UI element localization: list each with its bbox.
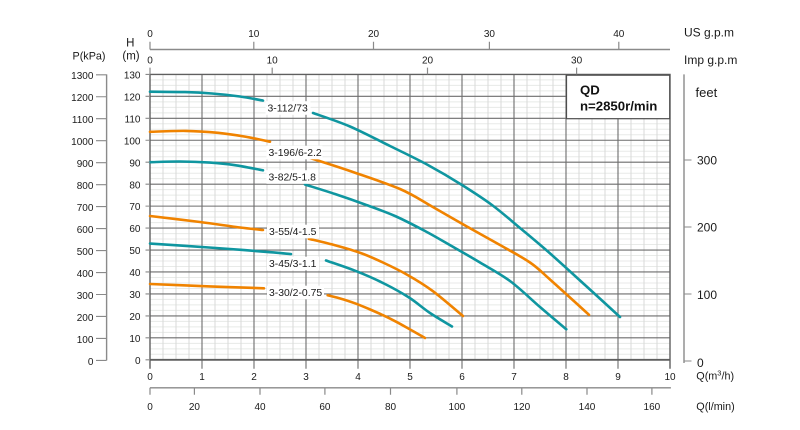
svg-text:10: 10 (267, 56, 279, 67)
svg-text:(m): (m) (122, 50, 139, 62)
svg-text:Q(l/min): Q(l/min) (696, 401, 734, 413)
svg-text:1100: 1100 (72, 115, 94, 126)
svg-text:P(kPa): P(kPa) (73, 50, 106, 62)
svg-text:QD: QD (580, 83, 600, 98)
svg-text:20: 20 (368, 29, 380, 40)
svg-text:3-55/4-1.5: 3-55/4-1.5 (269, 227, 317, 238)
svg-text:130: 130 (124, 71, 141, 82)
svg-text:0: 0 (135, 356, 141, 367)
svg-text:300: 300 (697, 154, 717, 168)
svg-text:4: 4 (355, 372, 361, 383)
svg-text:8: 8 (563, 372, 569, 383)
svg-text:9: 9 (615, 372, 621, 383)
svg-text:60: 60 (319, 402, 331, 413)
svg-text:70: 70 (129, 202, 141, 213)
svg-text:Q(m3/h): Q(m3/h) (696, 369, 734, 383)
svg-text:20: 20 (422, 56, 434, 67)
svg-text:2: 2 (251, 372, 257, 383)
svg-text:10: 10 (664, 372, 676, 383)
svg-text:3-45/3-1.1: 3-45/3-1.1 (269, 259, 317, 270)
svg-text:80: 80 (385, 402, 397, 413)
svg-text:200: 200 (697, 220, 717, 234)
svg-text:0: 0 (697, 356, 704, 370)
svg-text:30: 30 (571, 56, 583, 67)
svg-text:100: 100 (449, 402, 466, 413)
svg-text:200: 200 (77, 313, 94, 324)
svg-text:n=2850r/min: n=2850r/min (580, 99, 657, 114)
svg-text:10: 10 (129, 334, 141, 345)
svg-text:50: 50 (129, 246, 141, 257)
svg-text:300: 300 (77, 291, 94, 302)
svg-text:H: H (126, 37, 134, 49)
svg-text:600: 600 (77, 225, 94, 236)
svg-text:1: 1 (199, 372, 205, 383)
svg-text:Imp g.p.m: Imp g.p.m (684, 53, 737, 67)
svg-text:20: 20 (129, 312, 141, 323)
svg-text:100: 100 (124, 136, 141, 147)
svg-text:0: 0 (88, 357, 94, 368)
svg-text:10: 10 (248, 29, 260, 40)
svg-text:1300: 1300 (71, 71, 94, 82)
svg-text:3-82/5-1.8: 3-82/5-1.8 (269, 173, 317, 184)
svg-text:40: 40 (613, 29, 625, 40)
svg-text:3-112/73: 3-112/73 (268, 104, 308, 115)
svg-text:60: 60 (129, 224, 141, 235)
svg-text:120: 120 (513, 402, 530, 413)
svg-text:700: 700 (77, 203, 94, 214)
svg-text:900: 900 (77, 159, 94, 170)
svg-text:100: 100 (697, 288, 717, 302)
svg-text:40: 40 (129, 268, 141, 279)
svg-text:US g.p.m: US g.p.m (684, 26, 734, 40)
svg-text:1200: 1200 (71, 93, 94, 104)
svg-text:40: 40 (254, 402, 266, 413)
svg-text:110: 110 (125, 114, 141, 125)
svg-text:1000: 1000 (71, 137, 94, 148)
svg-text:30: 30 (484, 29, 496, 40)
svg-text:3-196/6-2.2: 3-196/6-2.2 (269, 148, 322, 159)
svg-text:3-30/2-0.75: 3-30/2-0.75 (269, 288, 322, 299)
svg-text:7: 7 (511, 372, 517, 383)
svg-text:0: 0 (147, 29, 153, 40)
svg-text:120: 120 (124, 92, 141, 103)
svg-text:20: 20 (189, 402, 201, 413)
svg-text:800: 800 (77, 181, 94, 192)
svg-text:140: 140 (579, 402, 596, 413)
svg-text:3: 3 (303, 372, 309, 383)
svg-text:30: 30 (129, 290, 141, 301)
svg-text:0: 0 (147, 56, 153, 67)
svg-text:feet: feet (696, 85, 718, 100)
svg-text:90: 90 (129, 158, 141, 169)
svg-text:0: 0 (147, 372, 153, 383)
svg-text:6: 6 (459, 372, 465, 383)
svg-text:100: 100 (77, 335, 94, 346)
svg-text:5: 5 (407, 372, 413, 383)
svg-text:0: 0 (147, 402, 153, 413)
svg-text:160: 160 (644, 402, 661, 413)
svg-text:400: 400 (77, 269, 94, 280)
svg-text:80: 80 (129, 180, 141, 191)
svg-text:500: 500 (77, 247, 94, 258)
